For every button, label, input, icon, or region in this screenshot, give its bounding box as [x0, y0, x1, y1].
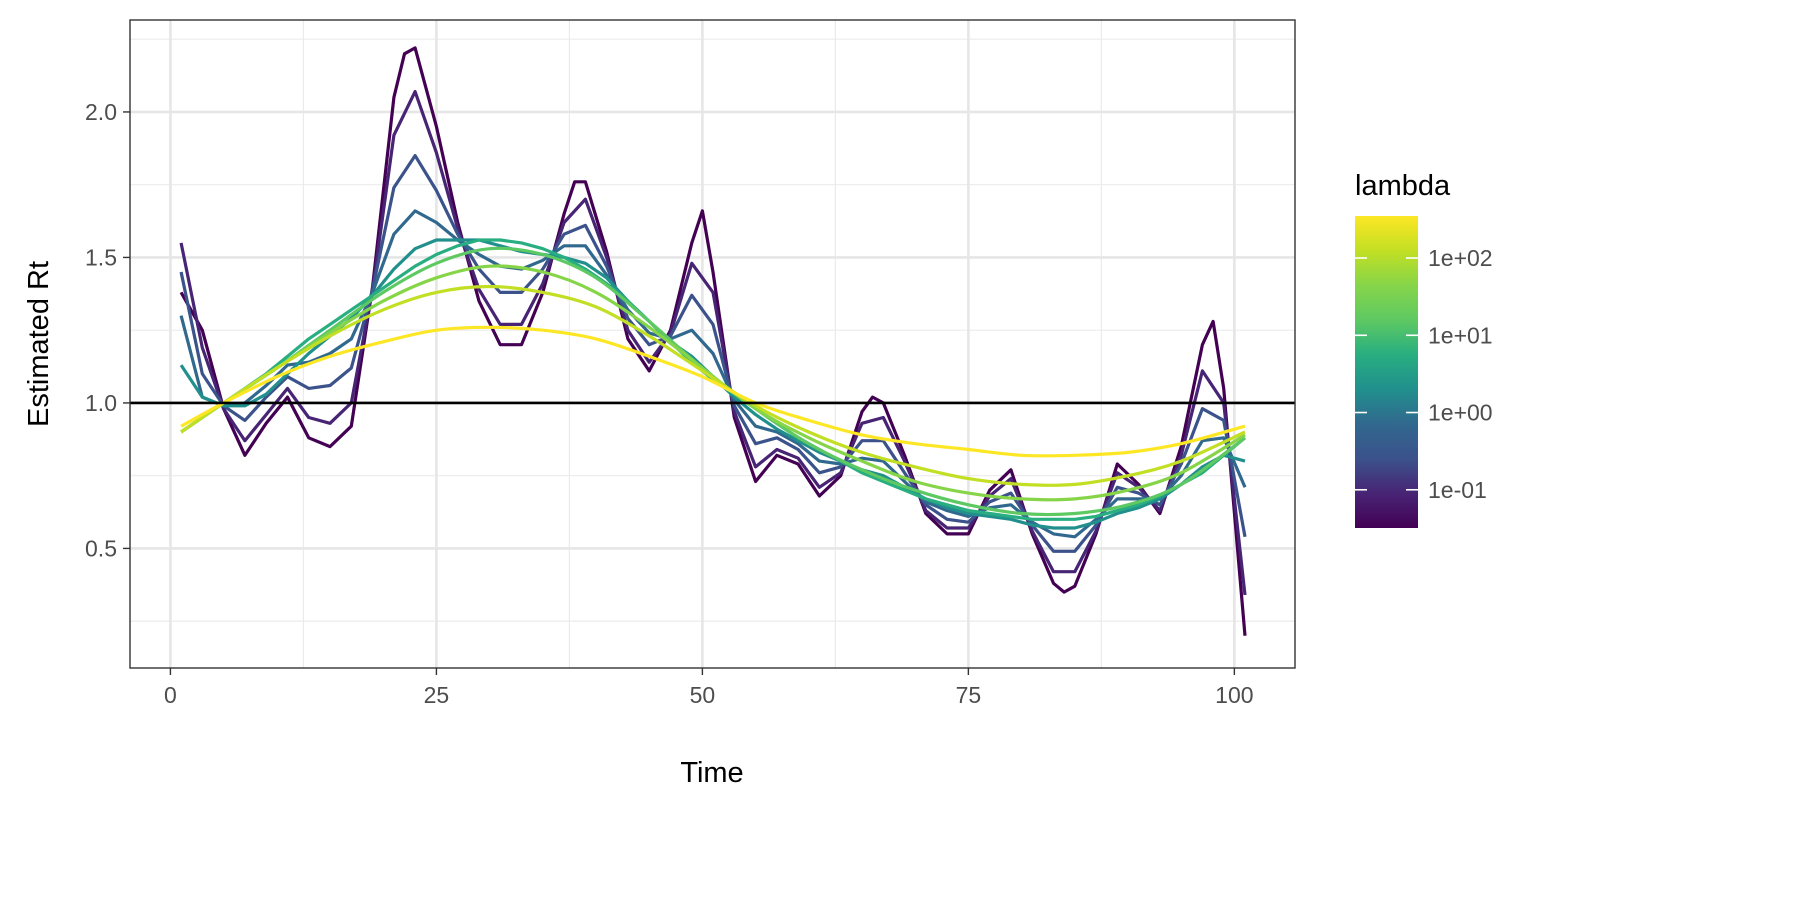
colorbar-tick-label: 1e-01 — [1428, 477, 1487, 503]
series-line-lambda-0.1 — [179, 90, 1247, 596]
y-tick-label: 1.0 — [85, 390, 117, 416]
x-tick-label: 100 — [1215, 682, 1253, 708]
y-axis-title: Estimated Rt — [23, 261, 55, 427]
series-line-lambda-60 — [180, 264, 1246, 502]
legend-title: lambda — [1355, 170, 1451, 202]
x-tick-label: 75 — [956, 682, 982, 708]
y-tick-label: 1.5 — [85, 244, 117, 270]
x-tick-label: 0 — [164, 682, 177, 708]
panel-border — [129, 19, 1296, 669]
x-axis-title: Time — [680, 757, 743, 789]
colorbar — [1355, 216, 1418, 528]
series-line-lambda-1 — [179, 209, 1247, 539]
series-line-lambda-0.03 — [179, 46, 1247, 636]
colorbar-tick-label: 1e+00 — [1428, 400, 1493, 426]
series-line-lambda-150 — [180, 284, 1246, 487]
axes: 0 25 50 75 100 0.5 1.0 1.5 2.0 — [85, 99, 1254, 708]
colorbar-tick-label: 1e+01 — [1428, 322, 1493, 348]
series-line-lambda-350 — [180, 325, 1246, 458]
series-lines — [179, 46, 1247, 636]
x-tick-label: 25 — [424, 682, 450, 708]
y-tick-label: 2.0 — [85, 99, 117, 125]
legend: lambda 1e-01 1e+00 1e+01 1e+02 — [1355, 170, 1493, 528]
x-tick-label: 50 — [690, 682, 716, 708]
series-line-lambda-0.3 — [179, 154, 1247, 553]
colorbar-tick-label: 1e+02 — [1428, 245, 1493, 271]
y-tick-label: 0.5 — [85, 535, 117, 561]
